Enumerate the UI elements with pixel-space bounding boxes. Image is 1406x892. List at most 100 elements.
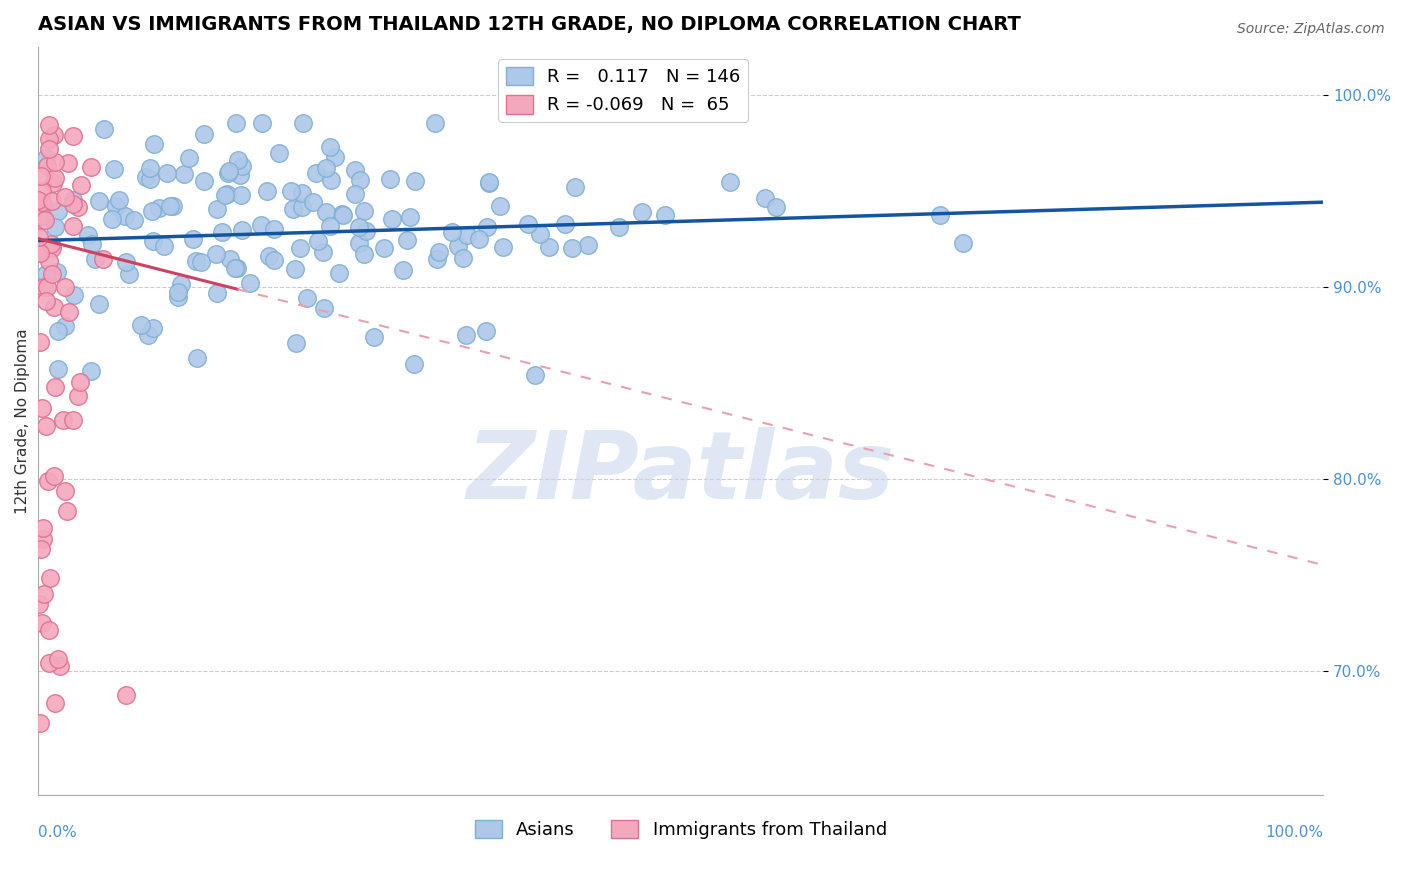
Point [32, 532, 55, 546]
Point [28, 230, 51, 244]
Point [62, 219, 84, 233]
Point [205, 285, 228, 300]
Point [284, 335, 307, 350]
Point [554, 217, 576, 231]
Point [312, 244, 335, 259]
Point [38, 570, 60, 584]
Point [63, 288, 86, 302]
Point [28, 335, 51, 350]
Point [87, 194, 110, 208]
Point [39, 237, 62, 252]
Point [353, 204, 375, 219]
Point [292, 116, 315, 130]
Point [478, 175, 501, 189]
Point [304, 166, 326, 180]
Point [138, 161, 160, 175]
Point [35, 294, 58, 309]
Point [765, 201, 787, 215]
Point [561, 241, 583, 255]
Legend: Asians, Immigrants from Thailand: Asians, Immigrants from Thailand [468, 813, 894, 847]
Point [101, 212, 124, 227]
Point [315, 161, 337, 175]
Point [654, 208, 676, 222]
Point [142, 235, 165, 249]
Text: 100.0%: 100.0% [1265, 824, 1323, 839]
Point [91, 252, 114, 266]
Point [224, 261, 246, 276]
Point [190, 255, 212, 269]
Point [425, 252, 447, 266]
Point [423, 116, 446, 130]
Point [46, 265, 69, 279]
Point [141, 203, 163, 218]
Point [193, 127, 215, 141]
Point [307, 234, 329, 248]
Point [451, 251, 474, 265]
Point [82, 237, 104, 252]
Point [353, 247, 375, 261]
Text: ASIAN VS IMMIGRANTS FROM THAILAND 12TH GRADE, NO DIPLOMA CORRELATION CHART: ASIAN VS IMMIGRANTS FROM THAILAND 12TH G… [38, 15, 1021, 34]
Point [46, 324, 69, 338]
Point [631, 205, 654, 219]
Point [284, 262, 307, 277]
Point [34, 213, 56, 227]
Point [218, 252, 240, 267]
Point [323, 150, 346, 164]
Point [474, 324, 496, 338]
Point [378, 171, 401, 186]
Point [159, 199, 181, 213]
Point [44, 697, 66, 711]
Point [440, 226, 463, 240]
Point [30, 715, 52, 730]
Point [454, 327, 477, 342]
Point [34, 152, 56, 166]
Point [32, 587, 55, 601]
Point [53, 279, 76, 293]
Point [404, 357, 426, 371]
Point [28, 210, 51, 224]
Point [62, 413, 84, 427]
Point [321, 172, 343, 186]
Point [231, 223, 253, 237]
Point [291, 186, 314, 201]
Point [46, 362, 69, 376]
Point [41, 194, 63, 208]
Point [28, 242, 51, 256]
Point [193, 174, 215, 188]
Point [107, 193, 129, 207]
Point [179, 151, 201, 165]
Point [142, 321, 165, 335]
Point [69, 375, 91, 389]
Point [167, 285, 190, 299]
Point [427, 244, 450, 259]
Point [44, 380, 66, 394]
Point [211, 225, 233, 239]
Point [138, 172, 160, 186]
Point [231, 159, 253, 173]
Point [56, 156, 79, 170]
Point [41, 242, 63, 256]
Y-axis label: 12th Grade, No Diploma: 12th Grade, No Diploma [15, 328, 30, 514]
Point [31, 401, 53, 416]
Point [318, 140, 340, 154]
Point [44, 128, 66, 143]
Point [283, 202, 305, 217]
Point [129, 318, 152, 333]
Point [93, 121, 115, 136]
Point [257, 249, 280, 263]
Point [173, 167, 195, 181]
Point [152, 239, 174, 253]
Point [468, 232, 491, 246]
Point [290, 241, 312, 255]
Point [89, 297, 111, 311]
Point [156, 166, 179, 180]
Point [537, 239, 560, 253]
Point [28, 246, 51, 260]
Point [225, 260, 247, 275]
Point [66, 200, 89, 214]
Point [167, 290, 190, 304]
Point [524, 368, 547, 382]
Point [315, 204, 337, 219]
Text: Source: ZipAtlas.com: Source: ZipAtlas.com [1237, 22, 1385, 37]
Point [239, 276, 262, 290]
